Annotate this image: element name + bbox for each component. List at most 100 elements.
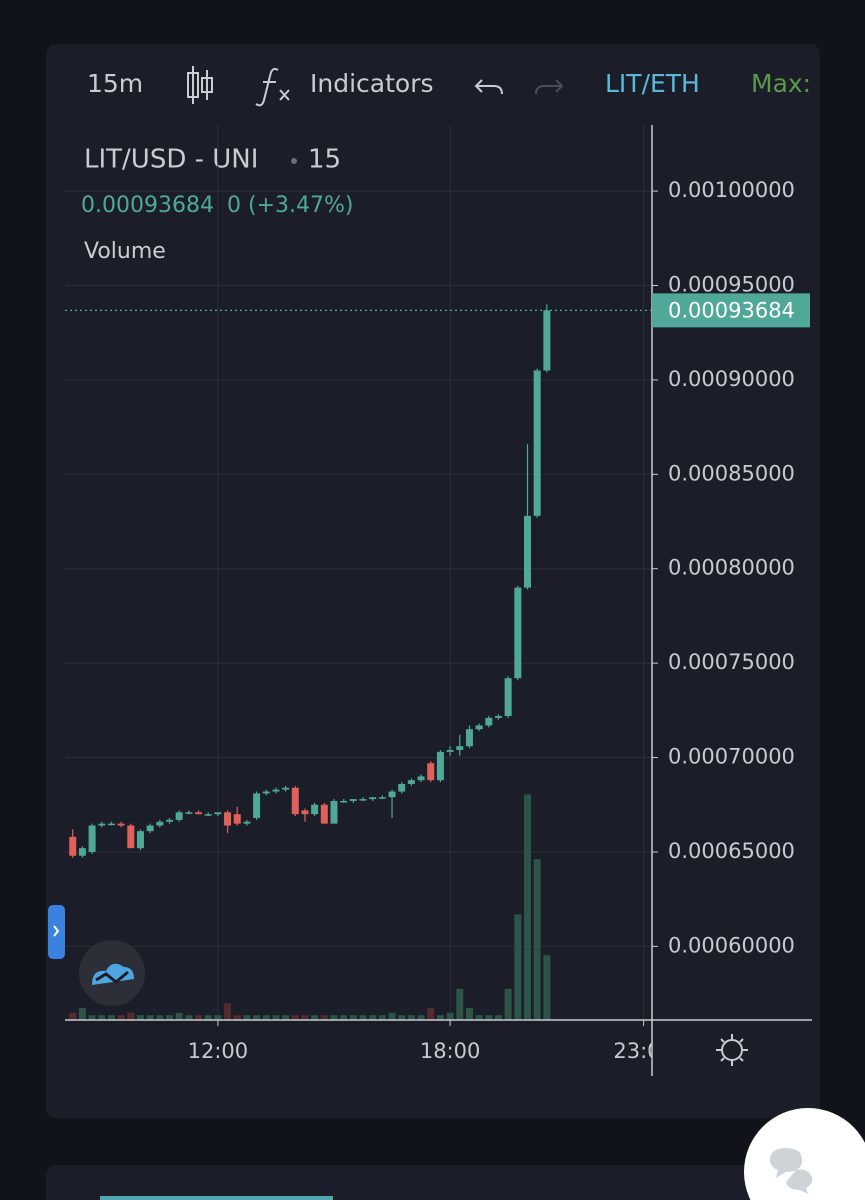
candle-body bbox=[320, 804, 328, 824]
volume-bar bbox=[475, 1015, 483, 1020]
last-price-tag bbox=[652, 293, 810, 328]
compare-pair[interactable]: LIT/ETH bbox=[605, 69, 700, 98]
volume-bar bbox=[388, 1012, 396, 1020]
chat-icon bbox=[770, 1148, 813, 1194]
symbol-title: LIT/USD - UNI bbox=[84, 145, 258, 175]
volume-bar bbox=[204, 1015, 212, 1020]
candle-body bbox=[311, 804, 319, 815]
candle-body bbox=[214, 812, 222, 815]
redo-button[interactable] bbox=[535, 79, 564, 95]
volume-bar bbox=[214, 1015, 222, 1020]
chat-button[interactable] bbox=[744, 1108, 865, 1200]
volume-bar bbox=[398, 1015, 406, 1020]
candle-body bbox=[301, 810, 309, 815]
candle-body bbox=[195, 812, 203, 815]
volume-bar bbox=[524, 794, 532, 1020]
candle-body bbox=[185, 812, 193, 814]
volume-bar bbox=[136, 1015, 144, 1020]
volume-bar bbox=[291, 1015, 299, 1020]
volume-bar bbox=[185, 1015, 193, 1020]
volume-bar bbox=[195, 1015, 203, 1020]
candle-body bbox=[465, 729, 473, 747]
candle-body bbox=[253, 793, 261, 818]
volume-bar bbox=[69, 1012, 77, 1020]
volume-bar bbox=[465, 1008, 473, 1020]
chart-panel bbox=[46, 44, 820, 1118]
volume-bar bbox=[301, 1015, 309, 1020]
y-tick-label: 0.00070000 bbox=[668, 745, 795, 769]
volume-bar bbox=[146, 1015, 154, 1020]
volume-bar bbox=[224, 1003, 232, 1020]
chart-type-icon[interactable] bbox=[187, 66, 213, 104]
y-tick-label: 0.00060000 bbox=[668, 933, 795, 957]
volume-bar bbox=[417, 1015, 425, 1020]
volume-bar bbox=[359, 1015, 367, 1020]
candle-body bbox=[165, 819, 173, 822]
candle-body bbox=[146, 825, 154, 832]
volume-bar bbox=[340, 1015, 348, 1020]
volume-bar bbox=[175, 1012, 183, 1020]
settings-button[interactable] bbox=[716, 1034, 748, 1066]
y-tick-label: 0.00090000 bbox=[668, 367, 795, 391]
volume-bar bbox=[88, 1015, 96, 1020]
volume-bar bbox=[349, 1015, 357, 1020]
volume-bar bbox=[330, 1015, 338, 1020]
candle-body bbox=[456, 746, 464, 750]
candle-body bbox=[107, 823, 115, 826]
candle-body bbox=[427, 763, 435, 781]
volume-bar bbox=[446, 1012, 454, 1020]
volume-bar bbox=[436, 1015, 444, 1020]
legend-price: 0.00093684 bbox=[81, 193, 214, 218]
candle-body bbox=[485, 717, 493, 726]
candle-body bbox=[272, 789, 280, 792]
y-tick-label: 0.00085000 bbox=[668, 461, 795, 485]
candle-body bbox=[436, 751, 444, 781]
candle-body bbox=[117, 823, 125, 826]
symbol-interval: 15 bbox=[308, 145, 341, 175]
indicators-button[interactable]: Indicators bbox=[310, 69, 434, 98]
candle-body bbox=[224, 812, 232, 826]
legend-change: 0 (+3.47%) bbox=[227, 193, 353, 218]
indicators-icon[interactable] bbox=[255, 67, 290, 107]
candle-body bbox=[69, 836, 77, 856]
volume-bar bbox=[127, 1012, 135, 1020]
max-button[interactable]: Max: bbox=[751, 69, 811, 98]
candle-body bbox=[282, 787, 290, 790]
volume-bar bbox=[485, 1015, 493, 1020]
volume-bar bbox=[311, 1015, 319, 1020]
separator-dot bbox=[291, 158, 297, 164]
volume-bar bbox=[272, 1015, 280, 1020]
volume-bar bbox=[407, 1015, 415, 1020]
candle-body bbox=[88, 825, 96, 852]
undo-button[interactable] bbox=[474, 79, 503, 95]
candle-body bbox=[524, 515, 532, 588]
volume-bar bbox=[533, 859, 541, 1020]
candle-body bbox=[156, 821, 164, 826]
candle-body bbox=[330, 800, 338, 824]
candle-body bbox=[504, 678, 512, 717]
volume-bar bbox=[253, 1015, 261, 1020]
x-tick-label: 12:00 bbox=[188, 1039, 249, 1063]
volume-bar bbox=[427, 1008, 435, 1020]
volume-bar bbox=[107, 1015, 115, 1020]
volume-bar bbox=[456, 988, 464, 1020]
y-tick-label: 0.00075000 bbox=[668, 650, 795, 674]
volume-bar bbox=[378, 1015, 386, 1020]
candle-body bbox=[407, 780, 415, 784]
y-tick-label: 0.00080000 bbox=[668, 556, 795, 580]
candle-body bbox=[369, 797, 377, 800]
y-tick-label: 0.00065000 bbox=[668, 839, 795, 863]
volume-bar bbox=[98, 1015, 106, 1020]
candle-body bbox=[378, 797, 386, 799]
candle-body bbox=[243, 821, 251, 824]
volume-bar bbox=[117, 1015, 125, 1020]
volume-bar bbox=[494, 1015, 502, 1020]
candle-body bbox=[475, 725, 483, 730]
candle-body bbox=[543, 310, 551, 371]
interval-button[interactable]: 15m bbox=[87, 69, 143, 98]
candle-body bbox=[494, 716, 502, 718]
volume-bar bbox=[262, 1015, 270, 1020]
y-tick-label: 0.00095000 bbox=[668, 272, 795, 296]
